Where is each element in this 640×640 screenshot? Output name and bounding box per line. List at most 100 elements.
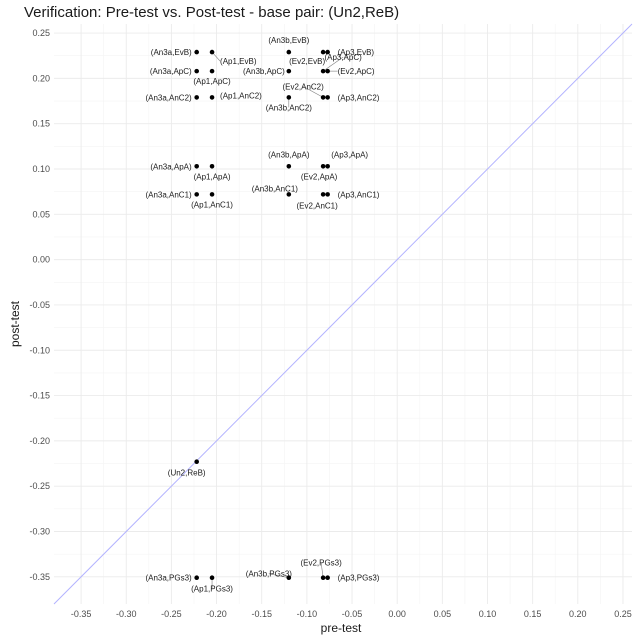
point-label: (Ap1,AnC1) xyxy=(191,200,233,209)
point-label: (An3b,EvB) xyxy=(268,36,309,45)
y-tick-label: -0.25 xyxy=(29,481,50,491)
y-tick-label: -0.30 xyxy=(29,527,50,537)
data-point xyxy=(286,575,292,581)
label-leader-line xyxy=(302,86,324,98)
point-label: (Ev2,EvB) xyxy=(289,57,325,66)
y-axis-ticks: -0.35 -0.30 -0.25 -0.20 -0.15 -0.10 -0.05 0.00 0… xyxy=(29,28,50,582)
point-label: (Un2,ReB) xyxy=(168,469,206,478)
data-point xyxy=(320,575,326,581)
data-point xyxy=(325,68,330,74)
chart-title: Verification: Pre-test vs. Post-test - b… xyxy=(24,4,399,21)
point-label: (Ev2,ApA) xyxy=(301,172,338,181)
y-tick-label: -0.05 xyxy=(29,300,50,310)
x-axis-title: pre-test xyxy=(321,621,362,635)
data-point xyxy=(209,575,215,581)
point-label: (Ev2,AnC1) xyxy=(296,201,338,210)
data-point xyxy=(325,163,330,169)
x-axis-ticks: -0.35 -0.30 -0.25 -0.20 -0.15 -0.10 -0.05 0.00 0… xyxy=(71,609,632,619)
data-point xyxy=(194,49,199,55)
data-point xyxy=(320,95,326,100)
label-leader-line xyxy=(322,56,344,72)
x-tick-label: -0.35 xyxy=(71,609,92,619)
x-tick-label: 0.20 xyxy=(569,609,587,619)
x-tick-label: -0.05 xyxy=(342,609,363,619)
data-point xyxy=(286,95,292,100)
x-tick-label: -0.15 xyxy=(251,609,272,619)
data-point xyxy=(194,163,199,169)
y-tick-label: -0.35 xyxy=(29,572,50,582)
point-label: (An3a,AnC1) xyxy=(145,190,192,199)
label-leader-lines xyxy=(211,51,344,589)
point-label: (Ap3,ApA) xyxy=(331,150,368,159)
data-point xyxy=(209,192,215,197)
data-point xyxy=(209,163,215,169)
data-point xyxy=(325,192,330,197)
data-point xyxy=(194,192,199,197)
data-point xyxy=(194,575,199,581)
point-label: (An3b,ApC) xyxy=(243,67,285,76)
y-tick-label: 0.00 xyxy=(32,255,50,265)
point-label: (An3a,ApC) xyxy=(150,67,192,76)
data-point xyxy=(325,575,330,581)
point-label: (Ap1,ApA) xyxy=(194,172,231,181)
x-tick-label: 0.00 xyxy=(388,609,406,619)
data-point xyxy=(320,68,326,74)
y-tick-label: -0.20 xyxy=(29,436,50,446)
point-label: (An3b,ApA) xyxy=(268,150,310,159)
point-label: (An3a,ApA) xyxy=(150,162,192,171)
y-tick-label: -0.15 xyxy=(29,391,50,401)
data-point xyxy=(194,68,199,74)
point-label: (An3b,AnC1) xyxy=(252,184,299,193)
data-point xyxy=(194,459,199,465)
point-label: (Ap3,EvB) xyxy=(338,48,375,57)
point-label: (Ap3,AnC2) xyxy=(338,93,380,102)
y-tick-label: 0.10 xyxy=(32,164,50,174)
x-tick-label: -0.20 xyxy=(206,609,227,619)
label-leader-line xyxy=(320,562,324,578)
data-point xyxy=(320,49,326,55)
point-label: (Ev2,PGs3) xyxy=(300,559,342,568)
data-point xyxy=(209,95,215,100)
y-tick-label: 0.05 xyxy=(32,209,50,219)
grid xyxy=(54,24,632,604)
point-label: (Ap1,AnC2) xyxy=(220,91,262,100)
y-tick-label: 0.15 xyxy=(32,119,50,129)
point-label: (Ap1,ApC) xyxy=(193,77,231,86)
data-point xyxy=(209,68,215,74)
point-label: (An3a,PGs3) xyxy=(145,574,192,583)
x-tick-label: 0.05 xyxy=(434,609,452,619)
data-point xyxy=(286,49,292,55)
y-tick-label: 0.20 xyxy=(32,73,50,83)
label-leader-line xyxy=(268,573,289,579)
y-tick-label: 0.25 xyxy=(32,28,50,38)
point-labels: (An3a,EvB)(Ap1,EvB)(An3b,EvB)(Ev2,EvB)(A… xyxy=(145,36,379,594)
point-label: (An3a,EvB) xyxy=(151,48,192,57)
x-tick-label: -0.30 xyxy=(116,609,137,619)
data-point xyxy=(286,68,292,74)
data-point xyxy=(286,163,292,169)
point-label: (Ap1,EvB) xyxy=(220,57,257,66)
point-label: (Ev2,ApC) xyxy=(338,67,375,76)
x-tick-label: 0.15 xyxy=(524,609,542,619)
y-axis-title: post-test xyxy=(8,300,22,347)
point-label: (Ev2,AnC2) xyxy=(282,82,324,91)
point-label: (An3a,AnC2) xyxy=(145,93,192,102)
data-points xyxy=(194,49,330,581)
point-label: (An3b,AnC2) xyxy=(266,103,313,112)
y-tick-label: -0.10 xyxy=(29,345,50,355)
point-label: (Ap3,ApC) xyxy=(324,53,362,62)
data-point xyxy=(320,163,326,169)
data-point xyxy=(325,95,330,100)
data-point xyxy=(194,95,199,100)
point-label: (Ap1,PGs3) xyxy=(191,585,233,594)
x-tick-label: 0.25 xyxy=(614,609,632,619)
x-tick-label: 0.10 xyxy=(479,609,497,619)
identity-reference-line xyxy=(53,23,633,605)
point-label: (Ap3,PGs3) xyxy=(338,574,380,583)
x-tick-label: -0.25 xyxy=(161,609,182,619)
data-point xyxy=(320,192,326,197)
x-tick-label: -0.10 xyxy=(297,609,318,619)
data-point xyxy=(286,192,292,197)
point-label: (An3b,PGs3) xyxy=(246,570,293,579)
data-point xyxy=(325,49,330,55)
